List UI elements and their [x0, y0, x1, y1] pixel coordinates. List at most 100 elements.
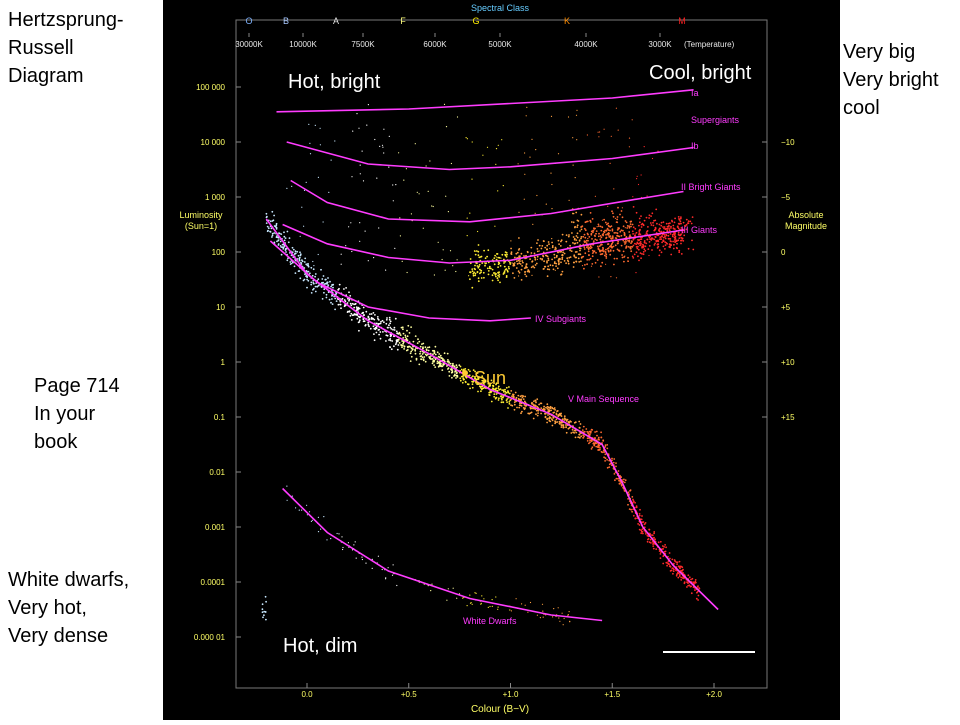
star-point [646, 195, 648, 197]
star-point [305, 275, 307, 277]
star-point [534, 399, 537, 402]
star-point [301, 509, 303, 511]
star-point [321, 298, 324, 300]
star-point [352, 314, 355, 316]
star-point [289, 263, 291, 265]
star-point [405, 337, 408, 340]
star-point [595, 230, 598, 233]
star-point [535, 409, 538, 412]
star-point [591, 446, 594, 449]
star-point [535, 262, 538, 265]
star-point [617, 206, 619, 209]
star-point [456, 597, 458, 599]
luminosity-tick: 10 000 [201, 138, 226, 147]
star-point [604, 457, 607, 460]
star-point [690, 585, 693, 588]
star-point [469, 212, 471, 214]
star-point [362, 320, 365, 323]
star-point [482, 154, 484, 156]
star-point [597, 443, 600, 446]
star-point [600, 243, 603, 246]
star-point [635, 506, 638, 509]
star-point [545, 254, 548, 257]
star-point [320, 268, 322, 271]
series-label-ib: Ib [691, 141, 699, 151]
star-point [599, 225, 602, 228]
star-point [330, 159, 332, 161]
star-point [662, 562, 665, 565]
star-point [563, 252, 566, 255]
star-point [348, 226, 350, 228]
star-point [398, 342, 401, 344]
star-point [309, 153, 312, 155]
star-point [276, 240, 278, 243]
star-point [594, 431, 596, 433]
star-point [263, 614, 265, 617]
luminosity-tick: 1 [221, 358, 226, 367]
star-point [515, 252, 518, 255]
star-point [459, 377, 462, 380]
star-point [628, 508, 631, 510]
star-point [615, 462, 617, 464]
star-point [674, 235, 677, 238]
star-point [280, 253, 283, 256]
star-point [582, 235, 585, 238]
star-point [301, 259, 303, 261]
star-point [395, 330, 398, 333]
luminosity-tick: 1 000 [205, 193, 226, 202]
star-point [415, 358, 418, 361]
star-point [473, 267, 476, 270]
star-point [484, 379, 487, 382]
star-point [546, 403, 549, 406]
star-point [355, 557, 357, 559]
star-point [617, 227, 619, 229]
star-point [534, 264, 537, 266]
star-point [264, 595, 267, 598]
star-point [561, 258, 564, 261]
star-point [630, 242, 632, 245]
star-point [456, 259, 458, 261]
star-point [286, 485, 288, 487]
star-point [546, 261, 548, 264]
star-point [672, 240, 674, 243]
star-point [459, 379, 462, 382]
star-point [334, 140, 336, 142]
star-point [550, 409, 552, 412]
star-point [595, 232, 597, 235]
star-point [677, 231, 680, 234]
star-point [263, 610, 266, 613]
star-point [266, 215, 268, 218]
star-point [604, 221, 607, 224]
star-point [427, 349, 430, 352]
star-point [508, 386, 510, 388]
star-point [416, 191, 418, 193]
star-point [648, 254, 650, 257]
star-point [266, 230, 269, 233]
star-point [386, 334, 389, 337]
star-point [439, 365, 441, 367]
star-point [396, 348, 399, 351]
star-point [508, 401, 511, 403]
star-point [612, 212, 614, 215]
star-point [559, 245, 562, 247]
star-point [433, 364, 435, 366]
star-point [326, 281, 329, 284]
star-point [536, 614, 538, 616]
star-point [603, 254, 606, 257]
star-point [404, 336, 407, 338]
star-point [612, 238, 614, 240]
star-point [420, 358, 422, 360]
star-point [409, 360, 412, 362]
star-point [675, 574, 678, 577]
star-point [596, 245, 599, 248]
spectral-class-B: B [283, 16, 289, 26]
star-point [512, 272, 514, 275]
star-point [479, 272, 481, 275]
star-point [635, 246, 638, 248]
star-point [273, 225, 276, 227]
series-line-v-main-sequence [265, 218, 719, 611]
star-point [543, 260, 545, 263]
star-point [353, 544, 355, 546]
star-point [525, 275, 528, 278]
